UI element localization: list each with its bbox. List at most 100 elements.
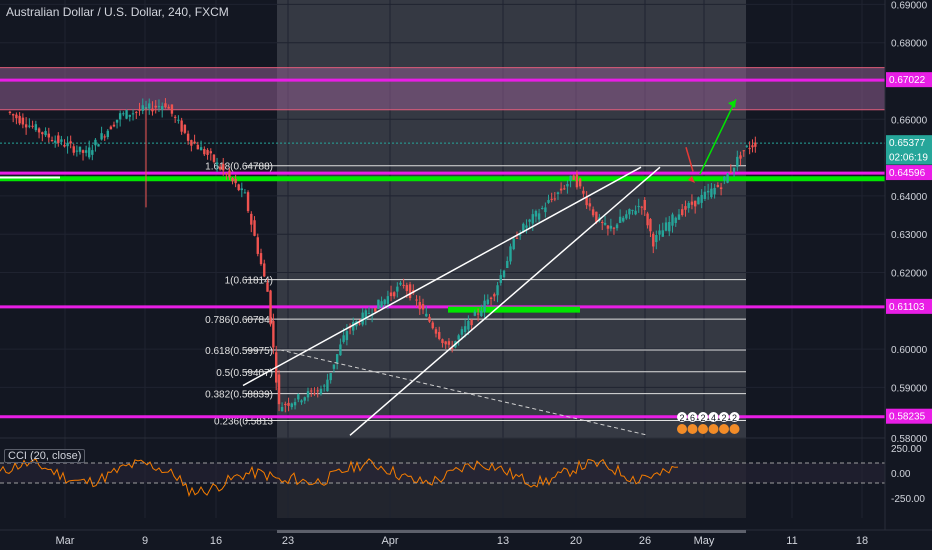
candle-body [625, 214, 628, 219]
candle-body [493, 294, 496, 297]
red-arrow-head [688, 176, 695, 183]
price-badge-label: 02:06:19 [889, 153, 928, 164]
time-tick-label: Mar [56, 535, 75, 547]
event-count-bubble [687, 412, 698, 422]
candle-body [392, 292, 396, 297]
price-tick-label: 0.64000 [891, 192, 928, 203]
candle-body [470, 319, 473, 326]
candle-body [405, 285, 409, 292]
candle-body [566, 183, 569, 187]
candle-body [106, 130, 109, 138]
candle-body [460, 329, 464, 335]
candle-body [668, 221, 671, 232]
time-tick-label: 9 [142, 535, 148, 547]
cci-legend[interactable]: CCI (20, close) [4, 449, 86, 463]
candle-body [595, 211, 598, 223]
candle-body [342, 335, 345, 342]
candle-body [396, 286, 399, 292]
candle-body [463, 326, 467, 332]
cci-tick-label: 250.00 [891, 444, 922, 455]
candle-body [643, 199, 646, 211]
cci-series [0, 458, 679, 498]
price-badge-label: 0.61103 [889, 302, 925, 313]
candle-body [69, 141, 72, 144]
candle-body [706, 190, 710, 193]
candle-body [135, 111, 138, 113]
candle-body [719, 187, 723, 190]
candle-body [231, 177, 234, 182]
candle-body [243, 192, 247, 194]
candle-body [483, 300, 486, 312]
candle-body [269, 290, 272, 325]
price-tick-label: 0.59000 [891, 383, 928, 394]
candle-body [54, 140, 57, 143]
candle-body [649, 219, 652, 232]
horizontal-levels[interactable] [0, 78, 885, 419]
candle-body [563, 188, 566, 190]
resistance-zone [0, 67, 885, 111]
channel-upper-line [242, 166, 642, 387]
candle-body [345, 331, 349, 341]
price-badge-label: 0.58235 [889, 412, 926, 423]
candle-body [603, 222, 607, 225]
candle-body [103, 136, 106, 138]
candle-body [748, 148, 751, 150]
candle-body [703, 191, 707, 199]
candle-body [441, 339, 444, 344]
candle-body [183, 124, 187, 133]
candle-body [582, 190, 585, 194]
candle-body [206, 149, 209, 155]
candle-body [228, 170, 231, 178]
candle-body [515, 237, 519, 239]
channel-lower-line [349, 166, 661, 436]
candle-body [499, 275, 502, 283]
candle-body [266, 282, 269, 292]
candle-body [664, 222, 668, 231]
green-arrow-head [728, 100, 736, 108]
candle-body [250, 213, 253, 225]
candle-body [72, 146, 75, 153]
candle-body [180, 120, 183, 132]
candle-body [310, 390, 313, 392]
candle-body [161, 106, 164, 110]
candle-body [609, 225, 613, 229]
candle-body [11, 114, 15, 116]
candle-body [272, 321, 275, 348]
fib-extension[interactable]: 1.618(0.64788) 1(0.61814) 0.786(0.60784) 0.… [205, 162, 746, 428]
candle-body [164, 103, 167, 108]
time-tick-label: 26 [639, 535, 651, 547]
event-flag-icon [677, 424, 687, 434]
candle-body [190, 140, 193, 146]
event-flag-icon [698, 424, 708, 434]
candle-body [193, 141, 196, 144]
time-tick-label: 23 [282, 535, 294, 547]
candle-body [326, 379, 329, 392]
candle-body [196, 144, 200, 150]
price-badge [886, 165, 932, 181]
candle-body [335, 354, 339, 364]
candle-body [690, 201, 694, 205]
price-badge-label: 0.67022 [889, 75, 926, 86]
candle-body [63, 144, 66, 147]
candle-body [550, 198, 553, 200]
candle-body [293, 402, 297, 406]
candle-body [148, 103, 151, 109]
event-count-bubble [719, 412, 729, 422]
candle-body [640, 206, 643, 208]
candle-body [170, 104, 174, 114]
time-tick-label: 18 [856, 535, 868, 547]
candle-body [531, 214, 534, 224]
fib-label: 0.5(0.59407) [216, 368, 273, 379]
candle-body [671, 214, 674, 226]
candle-body [732, 167, 736, 172]
candle-body [467, 320, 470, 330]
candle-body [316, 390, 319, 392]
event-flag-icon [729, 424, 740, 434]
price-badge-label: 0.64596 [889, 168, 926, 179]
candle-body [601, 221, 604, 223]
candle-body [332, 364, 336, 369]
candle-body [544, 207, 547, 213]
candle-body [496, 285, 499, 296]
